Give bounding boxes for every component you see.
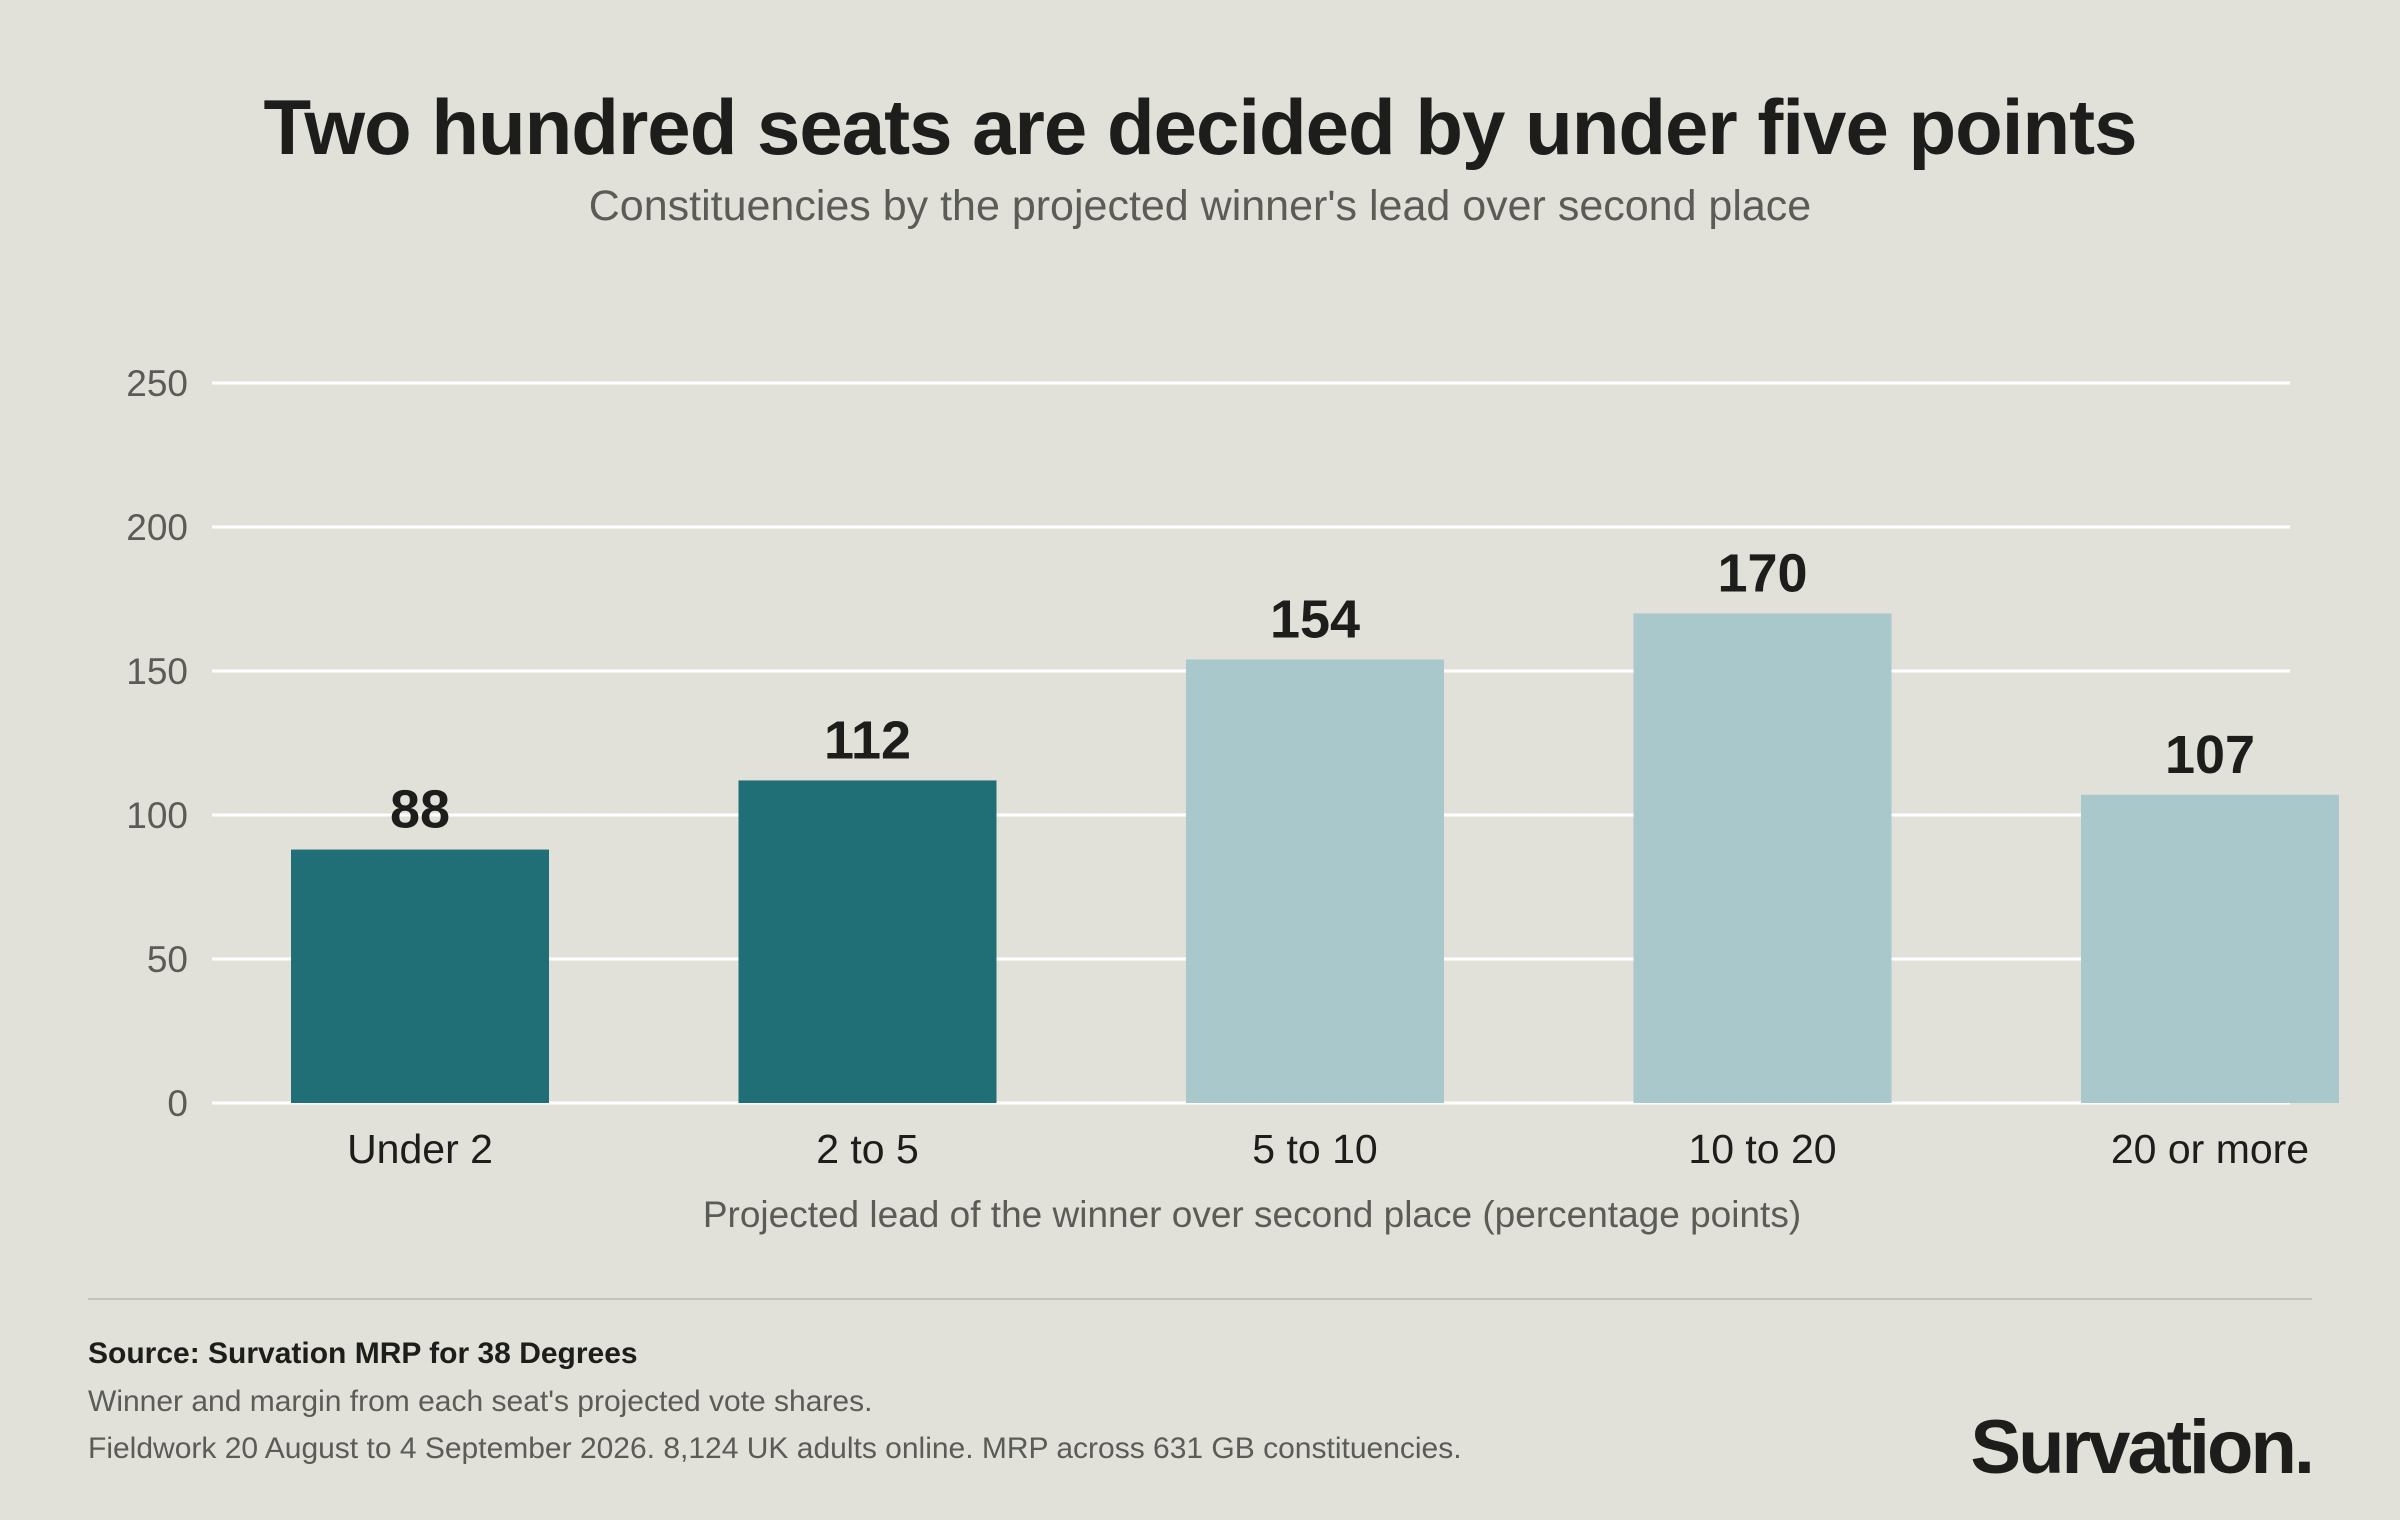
data-label: 154: [1270, 589, 1360, 649]
y-tick-label: 150: [126, 651, 188, 692]
y-tick-label: 200: [126, 507, 188, 548]
x-tick-label: 2 to 5: [816, 1126, 919, 1172]
y-tick-label: 100: [126, 795, 188, 836]
x-axis-ticks: Under 2 2 to 5 5 to 10 10 to 20 20 or more: [347, 1126, 2309, 1172]
y-tick-label: 50: [147, 939, 188, 980]
bar: [2081, 794, 2339, 1103]
bar: [1633, 613, 1892, 1103]
data-label: 112: [824, 710, 911, 770]
y-tick-label: 250: [126, 363, 188, 404]
footer-divider: [88, 1298, 2312, 1300]
bar: [1186, 659, 1444, 1103]
bar-chart: 0 50 100 150 200 250 88 112 154 170 107 Under 2 2 …: [126, 363, 2339, 1235]
x-axis-title: Projected lead of the winner over second…: [703, 1194, 1801, 1235]
y-tick-label: 0: [167, 1083, 188, 1124]
survation-logo: Survation.: [1970, 1405, 2315, 1490]
bars: [291, 613, 2339, 1103]
source-line: Source: Survation MRP for 38 Degrees: [88, 1337, 638, 1370]
y-axis-ticks: 0 50 100 150 200 250: [126, 363, 188, 1124]
x-tick-label: 5 to 10: [1252, 1126, 1377, 1172]
data-label: 107: [2165, 725, 2255, 785]
x-tick-label: Under 2: [347, 1126, 493, 1172]
x-tick-label: 10 to 20: [1688, 1126, 1836, 1172]
footer-note-fieldwork: Fieldwork 20 August to 4 September 2026.…: [88, 1432, 1462, 1465]
chart-subtitle: Constituencies by the projected winner's…: [588, 182, 1812, 230]
bar: [291, 849, 549, 1103]
chart-title: Two hundred seats are decided by under f…: [263, 83, 2138, 171]
data-labels: 88 112 154 170 107: [390, 543, 2255, 839]
x-tick-label: 20 or more: [2111, 1126, 2309, 1172]
footer-note-method: Winner and margin from each seat's proje…: [88, 1385, 873, 1418]
bar: [738, 780, 997, 1103]
data-label: 88: [390, 780, 450, 840]
data-label: 170: [1717, 543, 1807, 603]
